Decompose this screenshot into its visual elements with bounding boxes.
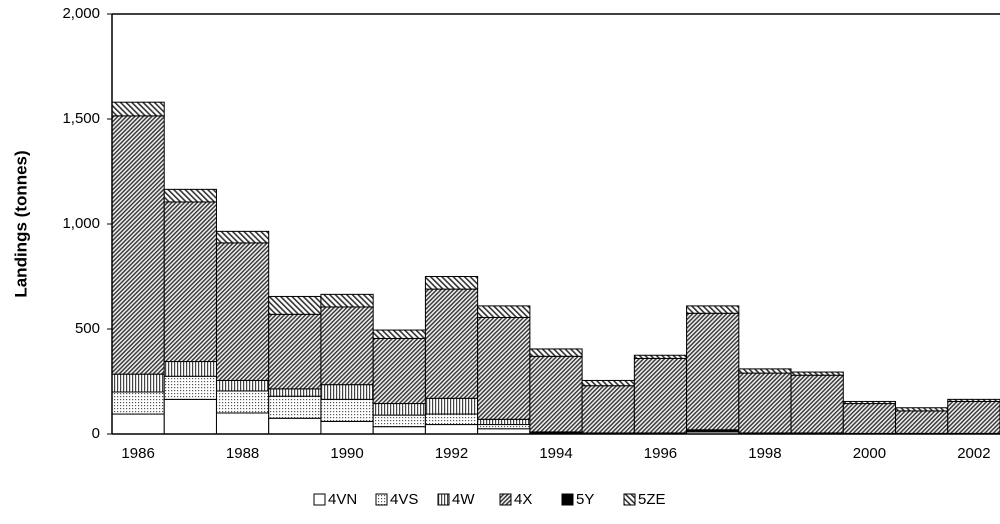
bar-segment: [320, 384, 374, 400]
bar-segment: [320, 293, 374, 308]
x-tick-label: 2002: [957, 445, 990, 462]
bar-segment: [320, 306, 374, 386]
bar-segment: [790, 374, 844, 434]
bar-segment: [895, 407, 949, 412]
bar-segment: [686, 305, 740, 314]
bar-segment: [215, 242, 270, 381]
bar-segment: [163, 375, 217, 400]
bar-segment: [477, 418, 531, 426]
bar-segment: [372, 426, 426, 435]
bar-segment: [633, 357, 688, 434]
bar-segment: [111, 413, 165, 435]
legend-label: 5Y: [576, 491, 594, 508]
bar-segment: [581, 379, 635, 387]
x-tick-label: 1994: [539, 445, 572, 462]
bar-segment: [268, 295, 322, 315]
x-tick-label: 1996: [644, 445, 677, 462]
bar-segment: [372, 329, 426, 339]
x-tick-label: 1986: [121, 445, 154, 462]
bar-segment: [320, 420, 374, 435]
y-axis-label: Landings (tonnes): [11, 150, 30, 297]
y-tick-label: 2,000: [62, 5, 100, 22]
bar-segment: [163, 398, 217, 435]
legend-label: 4W: [452, 491, 475, 508]
x-tick-label: 1990: [330, 445, 363, 462]
bar-segment: [477, 305, 531, 318]
bar-segment: [790, 371, 844, 376]
x-tick-label: 1988: [226, 445, 259, 462]
bar-segment: [529, 355, 583, 433]
bar-segment: [947, 400, 1000, 434]
legend-swatch: [437, 493, 450, 506]
x-tick-label: 1992: [435, 445, 468, 462]
bar-segment: [163, 201, 217, 363]
bar-segment: [111, 391, 165, 415]
bar-segment: [529, 348, 583, 357]
bar-segment: [738, 372, 792, 434]
legend-swatch: [499, 493, 512, 506]
bar-segment: [215, 390, 270, 414]
legend-label: 4VS: [390, 491, 418, 508]
legend-label: 4X: [514, 491, 532, 508]
bar-segment: [633, 354, 688, 359]
bar-segment: [895, 410, 949, 434]
y-tick-label: 0: [92, 425, 100, 442]
bar-segment: [372, 414, 426, 428]
legend-swatch: [313, 493, 326, 506]
bar-segment: [842, 400, 897, 405]
bar-segment: [581, 385, 635, 434]
bar-segment: [111, 373, 165, 393]
bar-segment: [424, 397, 479, 415]
bar-segment: [320, 398, 374, 422]
legend-swatch: [375, 493, 388, 506]
bar-segment: [947, 398, 1000, 402]
bar-segment: [424, 288, 479, 399]
bar-segment: [268, 388, 322, 397]
bar-segment: [215, 412, 270, 435]
bar-segment: [424, 276, 479, 290]
bar-segment: [372, 337, 426, 405]
bar-segment: [424, 424, 479, 435]
bar-segment: [215, 379, 270, 392]
legend-swatch: [561, 493, 574, 506]
bar-segment: [163, 361, 217, 377]
bar-segment: [686, 312, 740, 431]
x-tick-label: 2000: [853, 445, 886, 462]
bar-segment: [477, 316, 531, 420]
legend-swatch: [623, 493, 636, 506]
legend-label: 5ZE: [638, 491, 666, 508]
bar-segment: [111, 101, 165, 117]
bar-segment: [268, 417, 322, 435]
y-tick-label: 1,000: [62, 215, 100, 232]
bar-segment: [842, 403, 897, 434]
bar-segment: [477, 428, 531, 435]
bar-segment: [268, 395, 322, 419]
bar-segment: [477, 424, 531, 430]
bar-segment: [163, 188, 217, 203]
legend-label: 4VN: [328, 491, 357, 508]
bar-segment: [268, 313, 322, 390]
x-tick-label: 1998: [748, 445, 781, 462]
bar-segment: [424, 413, 479, 426]
bar-segment: [215, 230, 270, 244]
bar-segment: [111, 115, 165, 375]
bar-segment: [738, 368, 792, 374]
y-tick-label: 500: [75, 320, 100, 337]
y-tick-label: 1,500: [62, 110, 100, 127]
bar-segment: [372, 403, 426, 416]
